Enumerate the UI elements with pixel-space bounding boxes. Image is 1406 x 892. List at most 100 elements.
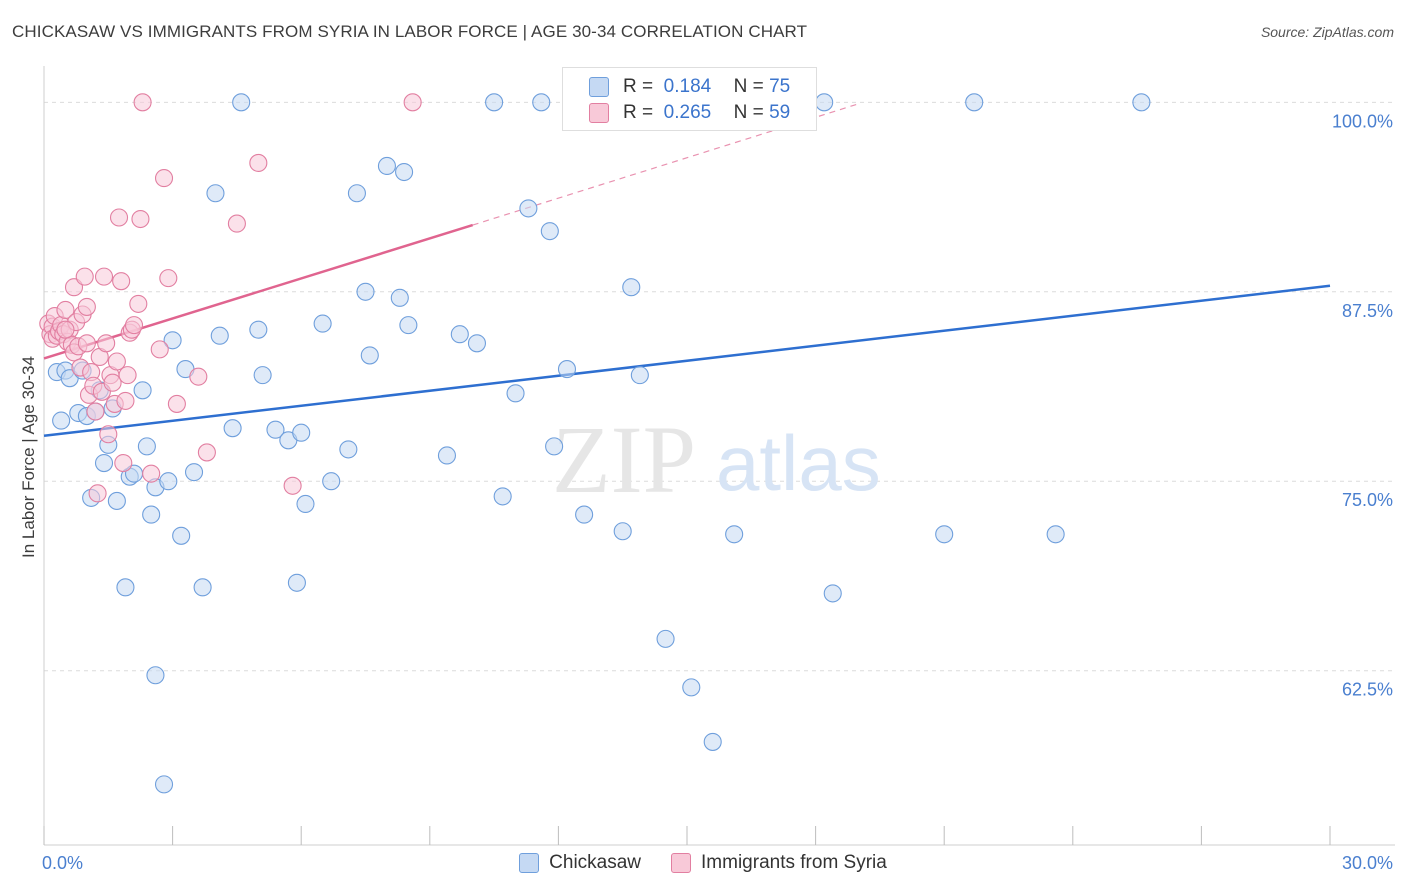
chickasaw-point xyxy=(493,487,512,506)
chickasaw-point xyxy=(656,629,675,648)
legend-row-syria: R = 0.265 N = 59 xyxy=(589,101,790,125)
chickasaw-point xyxy=(540,222,559,241)
syria-point xyxy=(189,367,208,386)
legend-swatch-pink xyxy=(589,103,609,123)
chickasaw-point xyxy=(1046,525,1065,544)
trendlines xyxy=(43,103,1331,438)
chickasaw-point xyxy=(545,437,564,456)
chickasaw-point xyxy=(682,678,701,697)
chickasaw-point xyxy=(485,93,504,112)
y-tick-label: 62.5% xyxy=(1342,680,1393,700)
chickasaw-point xyxy=(437,446,456,465)
legend-r-label: R = xyxy=(623,76,654,97)
stats-legend: R = 0.184 N = 75 R = 0.265 N = 59 xyxy=(562,67,817,131)
legend-swatch-blue xyxy=(519,853,540,873)
legend-n-value: 75 xyxy=(769,76,791,97)
syria-point xyxy=(129,294,148,313)
syria-point xyxy=(112,272,131,291)
chickasaw-point xyxy=(172,526,191,545)
chickasaw-point xyxy=(163,331,182,350)
chickasaw-point xyxy=(107,491,126,510)
syria-point xyxy=(75,267,94,286)
chickasaw-point xyxy=(296,494,315,514)
chickasaw-point xyxy=(339,440,358,459)
x-tick-label: 0.0% xyxy=(42,853,83,873)
syria-point xyxy=(56,320,75,339)
syria-trendline xyxy=(43,223,474,360)
chickasaw-point xyxy=(575,505,594,524)
syria-point xyxy=(159,269,178,288)
chickasaw-point xyxy=(94,453,114,473)
legend-n-label: N = xyxy=(733,76,764,97)
chickasaw-point xyxy=(725,525,744,544)
chickasaw-point xyxy=(506,384,525,403)
legend-item-chickasaw: Chickasaw xyxy=(519,852,641,874)
legend-r-label: R = xyxy=(623,102,654,123)
chickasaw-point xyxy=(557,360,577,379)
syria-point xyxy=(150,340,169,359)
syria-point xyxy=(131,209,150,229)
data-points xyxy=(39,93,1151,794)
syria-point xyxy=(97,334,116,353)
chickasaw-point xyxy=(232,93,251,112)
chickasaw-point xyxy=(322,472,341,491)
legend-row-chickasaw: R = 0.184 N = 75 xyxy=(589,75,790,99)
chickasaw-trendline xyxy=(43,284,1331,438)
chickasaw-point xyxy=(630,366,649,385)
watermark-zip: ZIP xyxy=(552,406,696,513)
chickasaw-point xyxy=(142,505,161,524)
chickasaw-point xyxy=(390,288,409,307)
chickasaw-point xyxy=(613,522,632,541)
legend-label-chickasaw: Chickasaw xyxy=(549,852,642,873)
chickasaw-point xyxy=(133,381,152,400)
syria-point xyxy=(88,484,107,503)
syria-point xyxy=(99,425,118,444)
legend-n-label: N = xyxy=(733,102,764,123)
syria-point xyxy=(227,214,246,233)
chickasaw-point xyxy=(703,732,722,751)
syria-point xyxy=(167,394,186,413)
legend-n-value: 59 xyxy=(769,102,791,123)
chickasaw-point xyxy=(347,184,366,203)
gridlines xyxy=(44,101,1395,672)
chickasaw-point xyxy=(253,366,272,385)
legend-item-syria: Immigrants from Syria xyxy=(671,852,887,874)
chickasaw-point xyxy=(137,437,156,456)
syria-point xyxy=(77,334,96,353)
chickasaw-point xyxy=(292,423,311,442)
legend-swatch-blue xyxy=(589,77,609,97)
chickasaw-point xyxy=(965,93,984,112)
syria-point xyxy=(283,476,302,495)
syria-point xyxy=(103,373,122,392)
chickasaw-point xyxy=(519,199,538,218)
chickasaw-point xyxy=(154,775,174,794)
syria-point xyxy=(56,300,75,320)
chickasaw-point xyxy=(266,420,285,439)
chickasaw-point xyxy=(313,314,332,333)
x-tick-label: 30.0% xyxy=(1342,853,1393,873)
axes: 62.5% 75.0% 87.5% 100.0% 0.0% 30.0% xyxy=(42,66,1395,873)
chart-title: CHICKASAW VS IMMIGRANTS FROM SYRIA IN LA… xyxy=(12,22,808,41)
chickasaw-point xyxy=(146,666,165,685)
chickasaw-point xyxy=(377,156,396,176)
chickasaw-point xyxy=(1132,93,1151,112)
syria-point xyxy=(64,278,84,297)
chickasaw-point xyxy=(249,320,268,339)
chickasaw-point xyxy=(360,346,379,365)
syria-trendline-extension xyxy=(472,103,859,226)
syria-point xyxy=(107,352,126,371)
syria-point xyxy=(116,391,135,410)
source-label: Source: ZipAtlas.com xyxy=(1260,24,1394,40)
syria-point xyxy=(109,208,129,227)
chickasaw-point xyxy=(116,578,135,597)
syria-point xyxy=(94,267,114,286)
syria-point xyxy=(154,169,174,188)
chickasaw-point xyxy=(184,463,204,482)
syria-point xyxy=(142,464,161,483)
chickasaw-point xyxy=(206,184,225,203)
chickasaw-point xyxy=(52,411,71,430)
syria-point xyxy=(86,402,105,421)
syria-point xyxy=(114,453,133,473)
chickasaw-point xyxy=(223,419,242,438)
